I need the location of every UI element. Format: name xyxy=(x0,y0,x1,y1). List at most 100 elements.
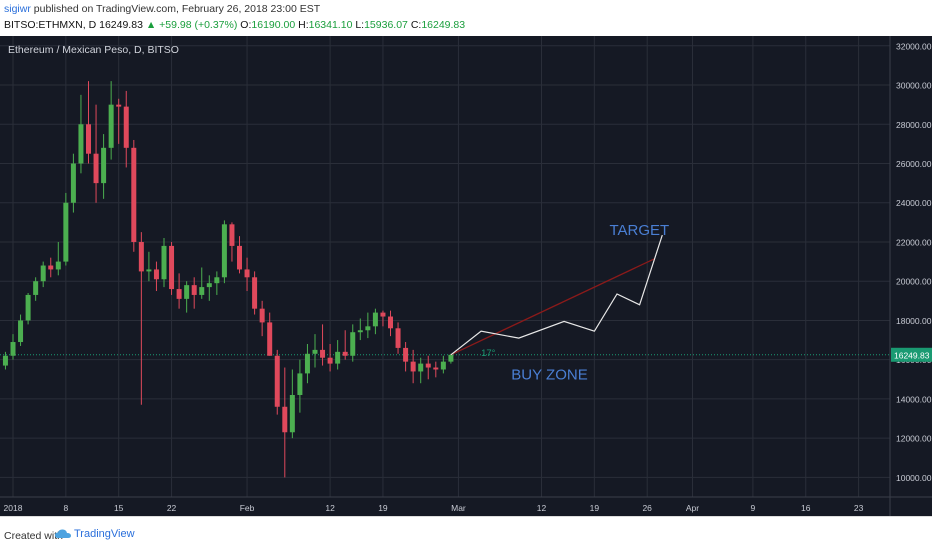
candle-up xyxy=(184,281,190,313)
candle-down xyxy=(244,257,250,292)
tradingview-cloud-icon xyxy=(55,529,71,538)
footer: Created with TradingView xyxy=(0,516,932,551)
x-tick-label: Apr xyxy=(686,503,699,513)
candle-body xyxy=(289,394,295,433)
candle-body xyxy=(304,353,310,374)
x-tick-label: 16 xyxy=(801,503,811,513)
candle-body xyxy=(199,287,205,295)
candle-up xyxy=(18,314,24,346)
candle-down xyxy=(123,90,129,168)
candle-body xyxy=(335,351,341,364)
candles xyxy=(2,81,454,478)
x-tick-label: 23 xyxy=(854,503,864,513)
candle-body xyxy=(206,283,212,288)
candle-body xyxy=(108,104,114,148)
candle-up xyxy=(372,308,378,335)
candle-up xyxy=(2,351,8,370)
candle-up xyxy=(214,271,220,295)
chart-title: Ethereum / Mexican Peso, D, BITSO xyxy=(8,44,179,56)
candle-down xyxy=(153,261,159,292)
candle-body xyxy=(274,355,280,407)
candle-body xyxy=(433,367,439,370)
candle-body xyxy=(101,147,107,184)
candle-down xyxy=(274,349,280,415)
x-tick-label: 12 xyxy=(537,503,547,513)
candle-up xyxy=(101,134,107,199)
candle-up xyxy=(350,324,356,362)
candle-body xyxy=(297,373,303,395)
y-tick-label: 24000.00 xyxy=(896,198,932,208)
chart-area[interactable]: TARGET BUY ZONE 17° 10000.00 12000.00 14000.… xyxy=(0,36,932,516)
x-tick-label: 8 xyxy=(63,503,68,513)
candle-body xyxy=(146,269,152,272)
y-tick-label: 30000.00 xyxy=(896,81,932,91)
close-label: C: xyxy=(410,19,422,31)
candle-down xyxy=(403,342,409,372)
candle-body xyxy=(342,351,348,356)
tradingview-brand-link[interactable]: TradingView xyxy=(55,528,135,540)
candle-body xyxy=(365,326,371,331)
candle-down xyxy=(410,349,416,384)
symbol-label: BITSO:ETHMXN, D xyxy=(4,19,97,31)
author-link[interactable]: sigiwr xyxy=(4,3,31,15)
candle-up xyxy=(206,275,212,301)
candle-up xyxy=(289,369,295,439)
last-price-badge: 16249.83 xyxy=(891,347,932,362)
candle-down xyxy=(327,343,333,372)
candle-body xyxy=(418,363,424,372)
candle-body xyxy=(138,241,144,272)
annotation-label: TARGET xyxy=(609,222,669,239)
candle-body xyxy=(86,124,91,154)
candle-body xyxy=(40,265,46,282)
candle-body xyxy=(70,163,76,203)
y-tick-label: 18000.00 xyxy=(896,316,932,326)
candle-body xyxy=(63,202,69,262)
angle-label: 17° xyxy=(481,348,496,359)
candle-up xyxy=(365,312,371,339)
candle-body xyxy=(2,355,8,366)
candle-down xyxy=(320,324,326,366)
created-with-text: Created with xyxy=(4,530,63,542)
candle-up xyxy=(40,261,46,288)
x-tick-label: Mar xyxy=(451,503,466,513)
open-label: O: xyxy=(240,19,252,31)
x-tick-label: 12 xyxy=(325,503,335,513)
candle-body xyxy=(18,320,24,343)
low-value: 15936.07 xyxy=(364,19,408,31)
candle-down xyxy=(395,322,401,354)
candle-body xyxy=(25,294,31,321)
candle-body xyxy=(184,285,190,299)
high-value: 16341.10 xyxy=(308,19,353,31)
quote-line: BITSO:ETHMXN, D 16249.83 ▲ +59.98 (+0.37… xyxy=(4,19,465,31)
candle-body xyxy=(425,363,431,368)
x-tick-label: 2018 xyxy=(4,503,23,513)
projection-path xyxy=(450,234,663,356)
candle-down xyxy=(229,222,235,262)
y-tick-label: 14000.00 xyxy=(896,394,932,404)
candle-down xyxy=(342,330,348,360)
candle-body xyxy=(55,261,61,270)
candle-up xyxy=(146,251,152,282)
grid xyxy=(0,36,890,497)
candle-up xyxy=(335,340,341,370)
candle-body xyxy=(327,357,333,364)
candlestick-chart[interactable]: TARGET BUY ZONE 17° 10000.0012000.0014000.… xyxy=(0,36,932,516)
candle-down xyxy=(93,104,99,203)
candle-up xyxy=(448,353,454,364)
candle-body xyxy=(116,104,122,107)
axes: 10000.0012000.0014000.0016000.0018000.00… xyxy=(0,36,932,516)
candle-body xyxy=(237,245,242,270)
candle-up xyxy=(440,355,446,374)
open-value: 16190.00 xyxy=(251,19,296,31)
x-tick-label: 19 xyxy=(378,503,388,513)
candle-up xyxy=(10,334,16,360)
candle-body xyxy=(259,308,265,323)
candle-down xyxy=(169,241,175,295)
publication-header: sigiwr published on TradingView.com, Feb… xyxy=(0,0,932,36)
annotation-label: BUY ZONE xyxy=(511,366,587,383)
candle-body xyxy=(350,332,356,356)
candle-up xyxy=(297,359,303,413)
candle-down xyxy=(116,98,122,144)
candle-body xyxy=(93,153,99,184)
tradingview-brand-label: TradingView xyxy=(74,528,135,540)
